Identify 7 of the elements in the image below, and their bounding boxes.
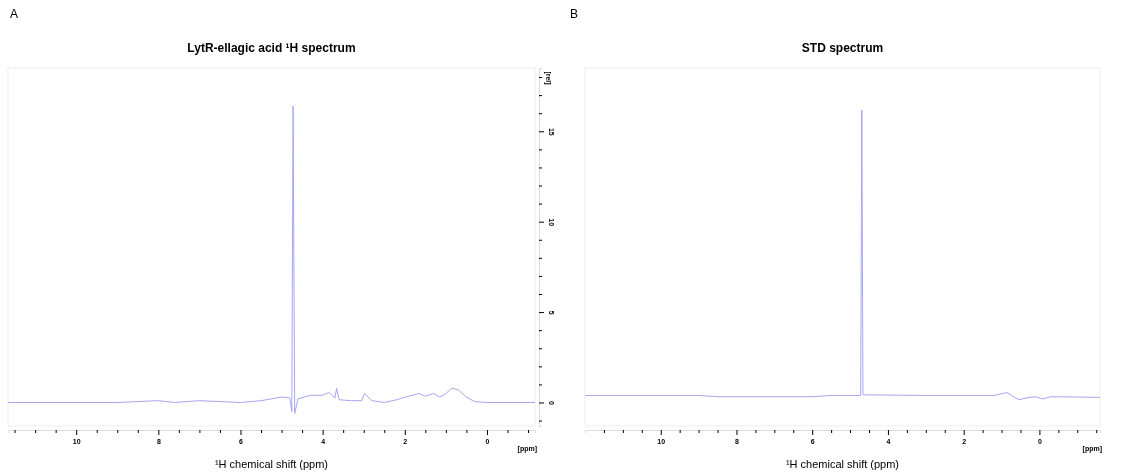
line-series <box>7 105 536 414</box>
x-axis-title: ¹H chemical shift (ppm) <box>785 458 900 470</box>
x-axis-title: ¹H chemical shift (ppm) <box>214 458 329 470</box>
chart-title: STD spectrum <box>801 41 884 55</box>
chart-title: LytR-ellagic acid ¹H spectrum <box>187 41 356 55</box>
text: A <box>10 7 19 21</box>
text: B <box>570 7 579 21</box>
